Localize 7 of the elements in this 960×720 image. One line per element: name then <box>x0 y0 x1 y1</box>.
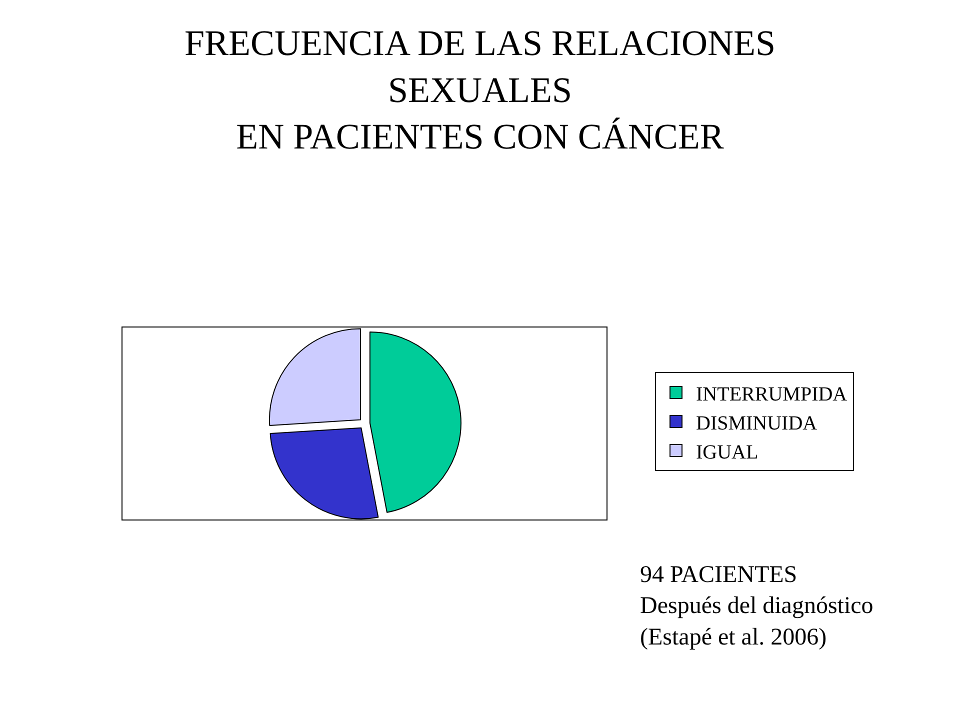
text: 94 PACIENTES <box>640 562 798 588</box>
legend-label: DISMINUIDA <box>696 412 818 434</box>
legend-label: IGUAL <box>696 441 758 464</box>
legend-label: INTERRUMPIDA <box>696 383 848 406</box>
text: (Estapé et al. 2006) <box>640 624 827 650</box>
text: Después del diagnóstico <box>640 593 874 620</box>
chart-title: FRECUENCIA DE LAS RELACIONES SEXUALES EN PACIENTES CON CÁNCER <box>184 23 776 157</box>
